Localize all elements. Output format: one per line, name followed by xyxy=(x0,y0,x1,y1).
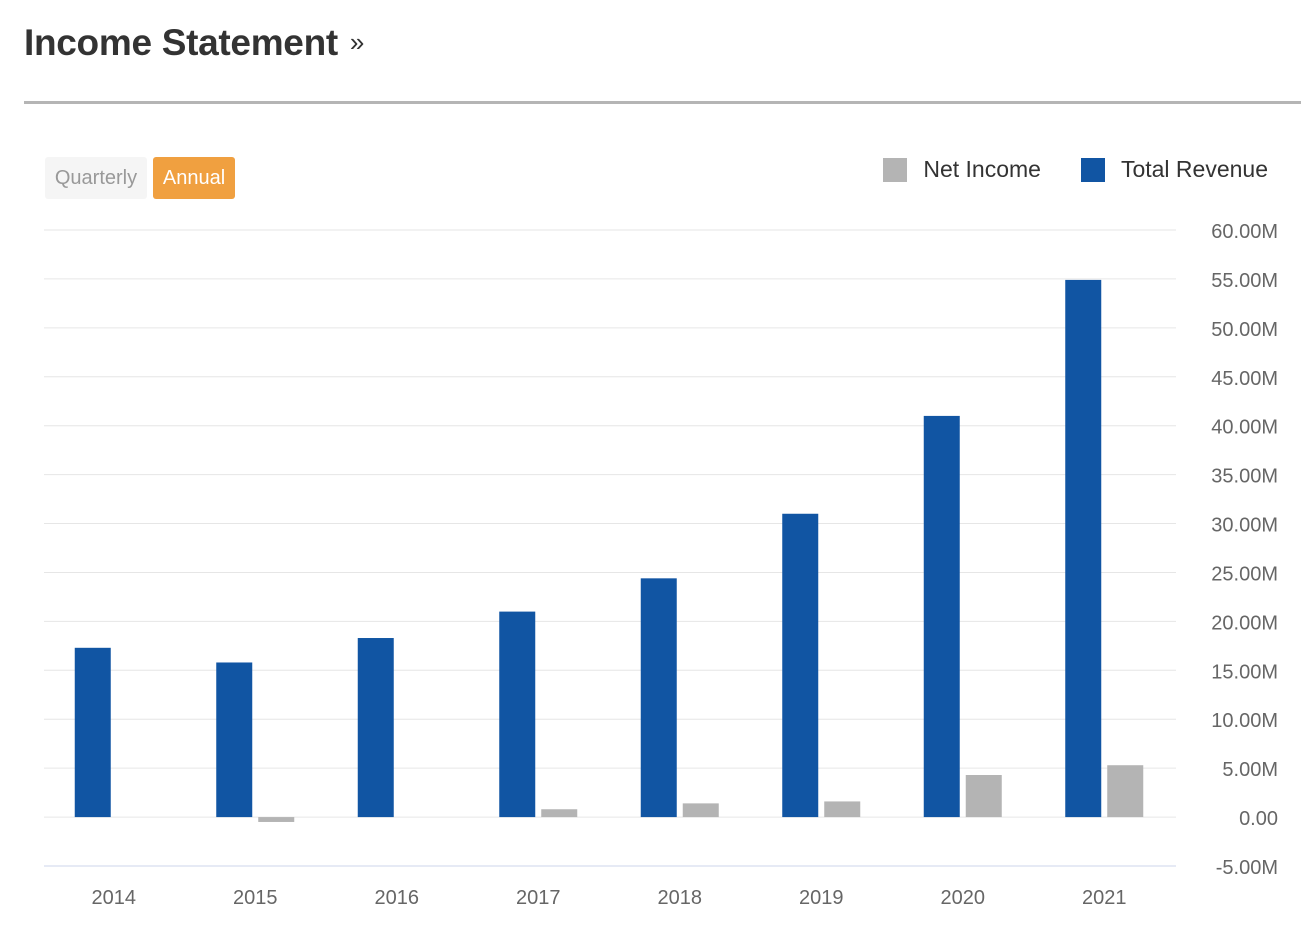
y-tick-label: -5.00M xyxy=(1216,857,1278,879)
y-tick-label: 20.00M xyxy=(1211,612,1278,634)
net-income-bar xyxy=(965,775,1002,818)
quarterly-toggle-button[interactable]: Quarterly xyxy=(45,157,147,199)
net-income-bar xyxy=(824,801,861,818)
total-revenue-bar xyxy=(782,513,819,818)
y-tick-label: 5.00M xyxy=(1222,759,1278,781)
y-tick-label: 60.00M xyxy=(1211,221,1278,243)
y-tick-label: 50.00M xyxy=(1211,319,1278,341)
annual-toggle-button[interactable]: Annual xyxy=(153,157,235,199)
legend-net-income[interactable]: Net Income xyxy=(883,156,1041,183)
total-revenue-bar xyxy=(923,415,960,818)
expand-arrow-icon[interactable]: » xyxy=(349,27,365,57)
x-tick-label: 2016 xyxy=(375,887,420,909)
chart-legend: Net Income Total Revenue xyxy=(883,156,1268,183)
total-revenue-bar xyxy=(357,638,394,818)
total-revenue-bar xyxy=(1065,279,1102,818)
net-income-bar xyxy=(541,809,578,818)
x-tick-label: 2015 xyxy=(233,887,278,909)
y-tick-label: 15.00M xyxy=(1211,661,1278,683)
y-tick-label: 55.00M xyxy=(1211,270,1278,292)
y-tick-label: 35.00M xyxy=(1211,466,1278,488)
legend-net-income-label: Net Income xyxy=(923,156,1041,182)
y-tick-label: 0.00 xyxy=(1239,808,1278,830)
total-revenue-swatch-icon xyxy=(1080,157,1105,182)
y-tick-label: 45.00M xyxy=(1211,368,1278,390)
page-title: Income Statement xyxy=(24,22,338,63)
x-tick-label: 2021 xyxy=(1082,887,1127,909)
total-revenue-bar xyxy=(499,611,536,818)
legend-total-revenue[interactable]: Total Revenue xyxy=(1080,156,1268,183)
header-divider xyxy=(24,101,1301,104)
x-tick-label: 2020 xyxy=(941,887,986,909)
total-revenue-bar xyxy=(216,662,253,818)
x-tick-label: 2019 xyxy=(799,887,844,909)
y-tick-label: 10.00M xyxy=(1211,710,1278,732)
net-income-bar xyxy=(258,817,295,822)
x-tick-label: 2014 xyxy=(92,887,137,909)
net-income-bar xyxy=(682,803,719,818)
x-tick-label: 2017 xyxy=(516,887,561,909)
total-revenue-bar xyxy=(640,578,677,818)
legend-total-revenue-label: Total Revenue xyxy=(1120,156,1268,182)
net-income-swatch-icon xyxy=(883,157,908,182)
y-tick-label: 30.00M xyxy=(1211,515,1278,537)
total-revenue-bar xyxy=(74,647,111,818)
y-tick-label: 25.00M xyxy=(1211,563,1278,585)
x-tick-label: 2018 xyxy=(658,887,703,909)
title-row: Income Statement » xyxy=(24,22,364,64)
net-income-bar xyxy=(1107,765,1144,818)
y-tick-label: 40.00M xyxy=(1211,417,1278,439)
